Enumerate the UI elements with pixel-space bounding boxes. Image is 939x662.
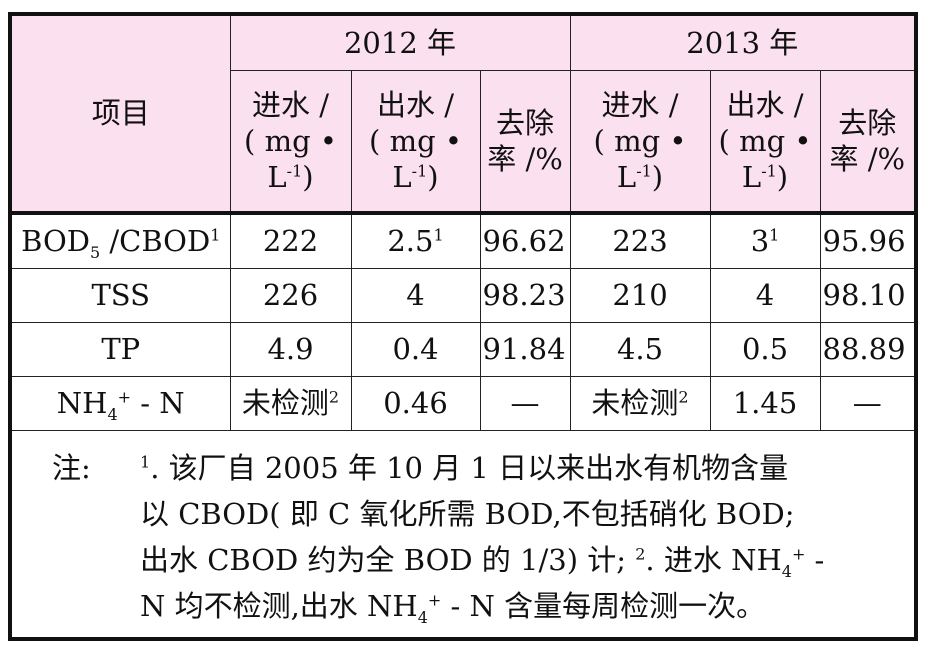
table-row: TP 4.9 0.4 91.84 4.5 0.5 88.89 — [8, 322, 919, 377]
header-effluent: 出水 /( mg • L-1) — [350, 70, 481, 214]
cell-value: 226 — [229, 268, 352, 323]
data-table: 项目 2012 年 2013 年 进水 /( mg • L-1) 出水 /( mg … — [7, 12, 919, 641]
cell-value: 4.5 — [569, 322, 711, 377]
cell-value: 未检测2 — [569, 376, 711, 431]
cell-value: 210 — [569, 268, 711, 323]
header-influent: 进水 /( mg • L-1) — [229, 70, 352, 214]
header-year-2013: 2013 年 — [569, 12, 919, 71]
row-item: TP — [8, 322, 231, 377]
note-line: 出水 CBOD 约为全 BOD 的 1/3) 计; 2. 进水 NH4+ - — [140, 543, 825, 581]
note-line: 1. 该厂自 2005 年 10 月 1 日以来出水有机物含量 — [140, 451, 789, 485]
cell-value: 31 — [709, 212, 821, 269]
cell-value: 98.23 — [479, 268, 571, 323]
cell-value: 1.45 — [709, 376, 821, 431]
note-line: 以 CBOD( 即 C 氧化所需 BOD,不包括硝化 BOD; — [140, 497, 795, 531]
cell-value: 4 — [350, 268, 481, 323]
cell-value: 0.5 — [709, 322, 821, 377]
cell-value: — — [479, 376, 571, 431]
cell-value: 91.84 — [479, 322, 571, 377]
row-item: TSS — [8, 268, 231, 323]
header-removal: 去除率 /% — [819, 70, 919, 214]
row-item: NH4+ - N — [8, 376, 231, 431]
cell-value: 222 — [229, 212, 352, 269]
cell-value: 0.46 — [350, 376, 481, 431]
table-note: 注: 1. 该厂自 2005 年 10 月 1 日以来出水有机物含量 以 CBO… — [7, 430, 919, 641]
table-row: BOD5 /CBOD1 222 2.51 96.62 223 31 95.96 — [8, 212, 919, 269]
cell-value: 95.96 — [819, 212, 919, 269]
cell-value: 88.89 — [819, 322, 919, 377]
cell-value: 未检测2 — [229, 376, 352, 431]
cell-value: 4.9 — [229, 322, 352, 377]
note-text: 1. 该厂自 2005 年 10 月 1 日以来出水有机物含量 以 CBOD( … — [140, 445, 824, 629]
header-item: 项目 — [8, 12, 231, 214]
cell-value: 2.51 — [350, 212, 481, 269]
cell-value: 98.10 — [819, 268, 919, 323]
row-item: BOD5 /CBOD1 — [8, 212, 231, 269]
cell-value: 96.62 — [479, 212, 571, 269]
cell-value: 4 — [709, 268, 821, 323]
table-row: NH4+ - N 未检测2 0.46— 未检测2 1.45— — [8, 376, 919, 431]
header-removal: 去除率 /% — [479, 70, 571, 214]
header-year-2012: 2012 年 — [229, 12, 571, 71]
cell-value: 223 — [569, 212, 711, 269]
header-influent: 进水 /( mg • L-1) — [569, 70, 711, 214]
cell-value: 0.4 — [350, 322, 481, 377]
note-line: N 均不检测,出水 NH4+ - N 含量每周检测一次。 — [140, 589, 766, 627]
header-effluent: 出水 /( mg • L-1) — [709, 70, 821, 214]
cell-value: — — [819, 376, 919, 431]
note-label: 注: — [52, 451, 91, 485]
table-row: TSS 226 4 98.23 210 4 98.10 — [8, 268, 919, 323]
